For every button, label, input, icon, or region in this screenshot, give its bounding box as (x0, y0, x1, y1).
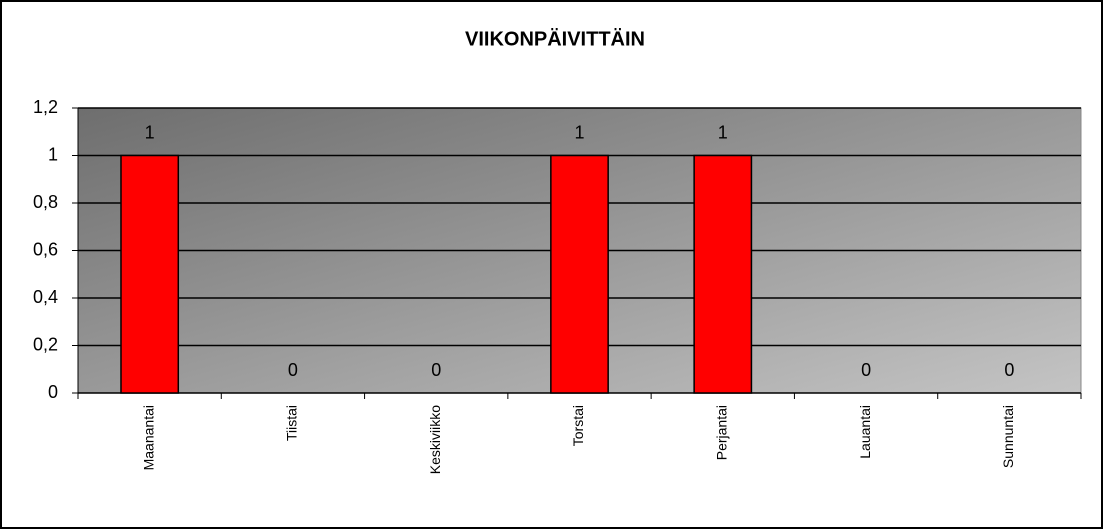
y-tick-label: 1 (48, 144, 58, 164)
bar (693, 154, 753, 394)
x-tick-label: Sunnuntai (1000, 405, 1016, 468)
y-tick-label: 0,2 (33, 334, 58, 354)
chart-title: VIIKONPÄIVITTÄIN (465, 27, 645, 50)
data-label: 0 (288, 360, 298, 380)
bar (120, 154, 180, 394)
x-tick-label: Maanantai (140, 405, 156, 470)
data-label: 1 (574, 122, 584, 142)
bar (550, 154, 609, 394)
data-label: 1 (718, 122, 728, 142)
data-label: 0 (861, 360, 871, 380)
x-tick-label: Perjantai (713, 405, 729, 460)
data-label: 1 (145, 122, 155, 142)
x-tick-label: Torstai (570, 405, 586, 446)
y-tick-label: 1,2 (33, 97, 58, 117)
y-tick-label: 0,6 (33, 239, 58, 259)
data-label: 0 (1004, 360, 1014, 380)
x-tick-label: Tiistai (284, 405, 300, 441)
y-tick-label: 0 (48, 382, 58, 402)
x-tick-label: Keskiviikko (427, 405, 443, 474)
y-tick-label: 0,8 (33, 192, 58, 212)
y-tick-label: 0,4 (33, 287, 58, 307)
data-label: 0 (431, 360, 441, 380)
x-tick-label: Lauantai (857, 405, 873, 459)
